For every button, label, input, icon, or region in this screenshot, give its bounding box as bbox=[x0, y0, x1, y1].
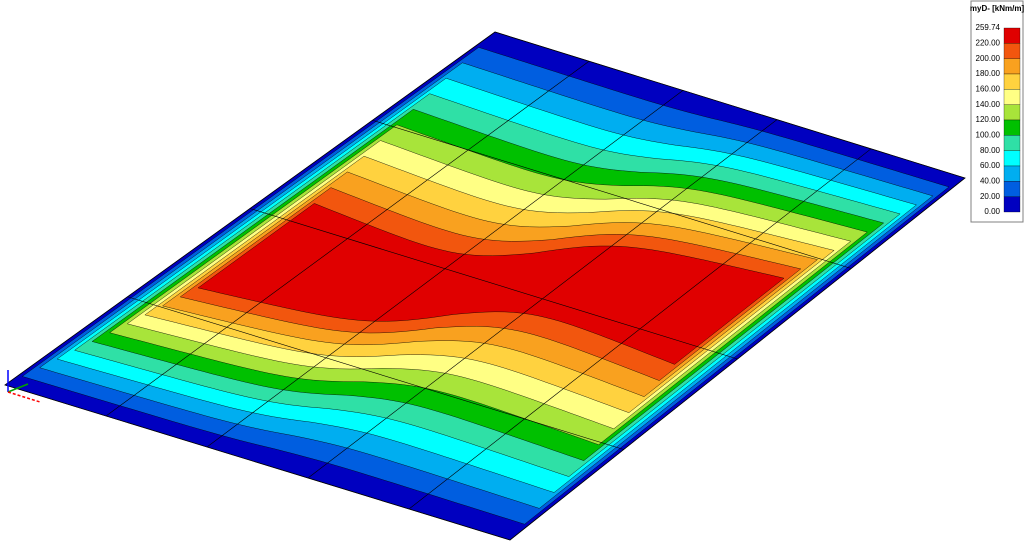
legend-swatch bbox=[1003, 58, 1021, 75]
legend-label: 80.00 bbox=[980, 146, 1001, 155]
legend-swatch bbox=[1003, 104, 1021, 121]
legend-label: 100.00 bbox=[976, 130, 1001, 139]
legend-label: 160.00 bbox=[976, 84, 1001, 93]
legend-swatch bbox=[1003, 73, 1021, 90]
plate bbox=[4, 31, 966, 541]
legend-swatch bbox=[1003, 27, 1021, 44]
legend-swatch bbox=[1003, 196, 1021, 213]
mesh-line bbox=[249, 208, 738, 360]
legend-label: 220.00 bbox=[976, 38, 1001, 47]
legend-label: 120.00 bbox=[976, 115, 1001, 124]
legend-swatch bbox=[1003, 181, 1021, 197]
contour-band bbox=[197, 203, 785, 365]
axis-icon bbox=[7, 370, 41, 403]
legend-label: 140.00 bbox=[976, 100, 1001, 109]
legend-label: 180.00 bbox=[976, 69, 1001, 78]
legend-label: 60.00 bbox=[980, 161, 1001, 170]
legend-label: 40.00 bbox=[980, 176, 1001, 185]
mesh-line bbox=[127, 296, 624, 450]
mesh-line bbox=[372, 119, 852, 269]
legend-label: 0.00 bbox=[984, 207, 1000, 216]
legend: myD- [kNm/m] 259.74 220.00 200.00 180.00 160… bbox=[970, 0, 1024, 223]
legend-swatch bbox=[1003, 89, 1021, 105]
legend-label: 200.00 bbox=[976, 54, 1001, 63]
legend-label: 259.74 bbox=[976, 23, 1001, 32]
legend-swatch bbox=[1003, 135, 1021, 151]
legend-swatch bbox=[1003, 119, 1021, 136]
legend-swatch bbox=[1003, 43, 1021, 59]
legend-title: myD- [kNm/m] bbox=[970, 4, 1024, 13]
plate-outline bbox=[4, 31, 966, 541]
legend-swatch bbox=[1003, 150, 1021, 167]
legend-swatch bbox=[1003, 165, 1021, 182]
legend-label: 20.00 bbox=[980, 192, 1001, 201]
